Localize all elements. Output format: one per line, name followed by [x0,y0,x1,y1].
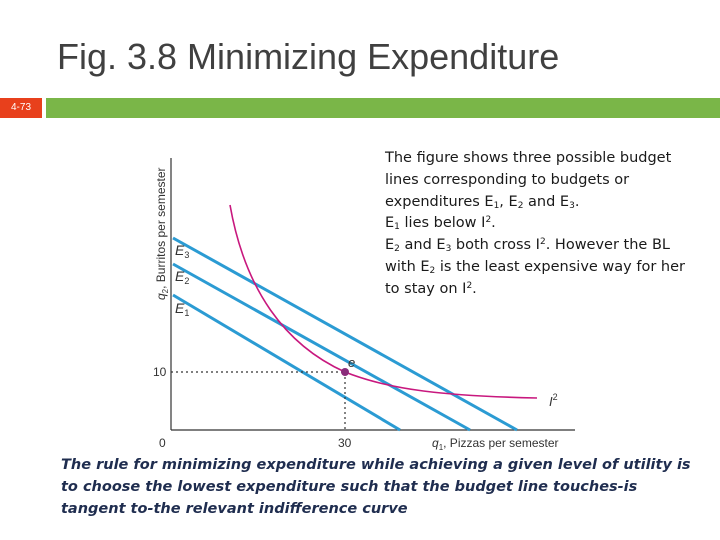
x-axis-label: q1, Pizzas per semester [432,436,559,452]
origin-label: 0 [159,436,166,450]
tangency-point-e [341,368,349,376]
budget-line-e2 [172,262,471,432]
y-axis-label: q2, Burritos per semester [154,167,170,300]
y-tick-10: 10 [153,365,167,379]
rule-statement: The rule for minimizing expenditure whil… [61,457,691,517]
header-bar [46,98,720,118]
point-label-e: e [348,355,355,370]
budget-line-e1 [172,293,401,432]
curve-label-i2: I2 [549,392,558,409]
slide-title: Fig. 3.8 Minimizing Expenditure [57,36,560,77]
label-e1: E1 [175,300,189,318]
slide-number: 4-73 [0,98,42,118]
budget-line-e3 [172,236,518,432]
expenditure-chart: q2, Burritos per semester E3 E2 E1 e I2 … [153,158,575,452]
label-e3: E3 [175,242,189,260]
x-tick-30: 30 [338,436,352,450]
label-e2: E2 [175,268,189,286]
explanation-text: The figure shows three possible budget l… [385,150,685,297]
